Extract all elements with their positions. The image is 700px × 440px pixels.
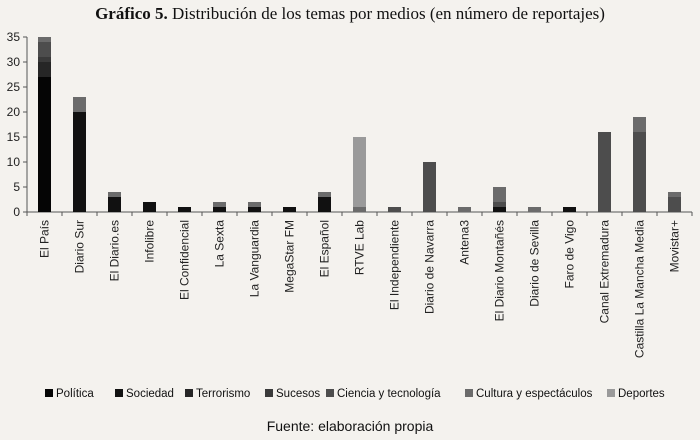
bar-segment: [633, 132, 646, 212]
bar-segment: [213, 202, 226, 207]
bar-segment: [318, 192, 331, 197]
x-tick-label: La Sexta: [213, 220, 227, 268]
bar-segment: [178, 207, 191, 212]
bar-segment: [563, 207, 576, 212]
bar-segment: [668, 192, 681, 197]
y-tick-label: 20: [7, 105, 21, 119]
bar-segment: [38, 62, 51, 77]
bar-segment: [598, 132, 611, 212]
bar-segment: [353, 207, 366, 212]
chart-legend: Política Sociedad Terrorismo Sucesos Ciencia…: [45, 388, 665, 400]
x-tick-label: Canal Extremadura: [598, 220, 612, 324]
legend-swatch: [465, 389, 473, 397]
x-tick-label: El Diario.es: [108, 220, 122, 281]
legend-swatch: [607, 389, 615, 397]
y-tick-label: 10: [7, 155, 21, 169]
bar-segment: [458, 207, 471, 212]
bar-segment: [38, 37, 51, 42]
x-tick-label: Faro de Vigo: [563, 220, 577, 289]
x-tick-label: MegaStar FM: [283, 220, 297, 293]
bar-segment: [318, 197, 331, 212]
bar-segment: [493, 207, 506, 212]
bar-segment: [73, 112, 86, 212]
bar-segment: [38, 57, 51, 62]
y-tick-label: 5: [13, 180, 20, 194]
x-tick-label: Diario de Navarra: [423, 220, 437, 314]
bar-segment: [283, 207, 296, 212]
bar-segment: [633, 117, 646, 132]
bar-segment: [73, 97, 86, 112]
legend-label: Ciencia y tecnología: [337, 388, 441, 400]
legend-swatch: [265, 389, 273, 397]
bar-segment: [353, 137, 366, 207]
x-tick-label: El País: [38, 220, 52, 258]
bar-segment: [108, 197, 121, 212]
chart-title: Gráfico 5. Distribución de los temas por…: [0, 4, 700, 24]
x-tick-label: Movistar+: [668, 220, 682, 272]
chart-title-text: Distribución de los temas por medios (en…: [172, 4, 605, 23]
source-note: Fuente: elaboración propia: [266, 418, 434, 434]
bar-segment: [38, 77, 51, 212]
bar-segment: [213, 207, 226, 212]
legend-swatch: [45, 389, 53, 397]
y-tick-label: 30: [7, 55, 21, 69]
bar-segment: [668, 197, 681, 212]
x-tick-label: El Confidencial: [178, 220, 192, 300]
y-tick-label: 25: [7, 80, 21, 94]
x-tick-label: RTVE Lab: [353, 220, 367, 275]
bar-segment: [248, 202, 261, 207]
x-tick-label: Castilla La Mancha Media: [633, 220, 647, 358]
legend-label: Cultura y espectáculos: [476, 388, 593, 400]
legend-label: Sucesos: [276, 388, 320, 400]
legend-swatch: [115, 389, 123, 397]
x-tick-label: El Diario Montañés: [493, 220, 507, 321]
bar-segment: [493, 202, 506, 207]
x-tick-label: Antena3: [458, 220, 472, 265]
bar-segment: [528, 207, 541, 212]
legend-label: Terrorismo: [196, 388, 250, 400]
chart-axes: 0 5 10 15 20 25 30 35: [7, 30, 692, 219]
x-tick-label: Diario Sur: [73, 220, 87, 273]
x-tick-label: Infolibre: [143, 220, 157, 263]
y-tick-label: 0: [13, 205, 20, 219]
x-tick-label: El Español: [318, 220, 332, 277]
chart-title-prefix: Gráfico 5.: [95, 4, 168, 23]
bar-segment: [493, 187, 506, 202]
legend-label: Deportes: [618, 388, 665, 400]
x-tick-label: Diario de Sevilla: [528, 220, 542, 307]
bar-segment: [143, 202, 156, 212]
x-tick-label: El Independiente: [388, 220, 402, 310]
bar-segment: [108, 192, 121, 197]
bar-segment: [38, 42, 51, 57]
chart-bars: [38, 37, 681, 212]
x-tick-labels: El País Diario Sur El Diario.es Infolibre El…: [26, 212, 693, 358]
legend-swatch: [326, 389, 334, 397]
legend-swatch: [185, 389, 193, 397]
bar-segment: [248, 207, 261, 212]
bar-segment: [423, 162, 436, 212]
bar-segment: [388, 207, 401, 212]
y-tick-label: 35: [7, 30, 21, 44]
legend-label: Sociedad: [126, 388, 174, 400]
y-tick-label: 15: [7, 130, 21, 144]
x-tick-label: La Vanguardia: [248, 220, 262, 298]
legend-label: Política: [56, 388, 94, 400]
